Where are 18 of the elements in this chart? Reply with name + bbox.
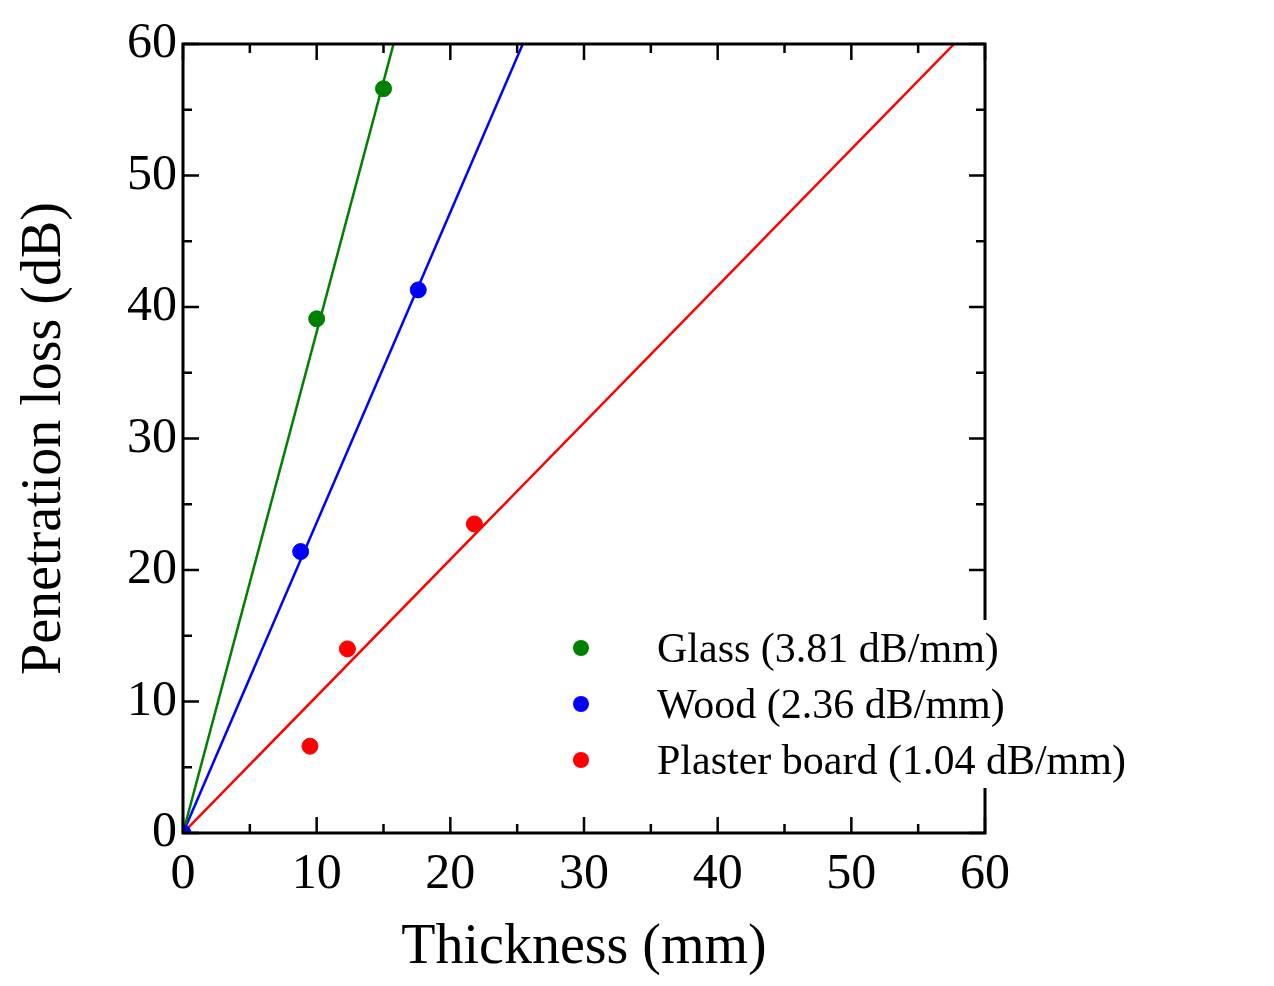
- x-tick-label: 60: [960, 843, 1010, 900]
- legend-label: Plaster board (1.04 dB/mm): [653, 732, 1130, 788]
- legend-label: Wood (2.36 dB/mm): [653, 676, 1009, 732]
- x-tick-label: 20: [425, 843, 476, 900]
- x-tick-label: 10: [291, 843, 342, 900]
- y-tick-label: 20: [127, 538, 177, 595]
- y-tick-label: 50: [127, 143, 177, 200]
- y-tick-label: 0: [152, 801, 177, 858]
- x-tick-label: 30: [559, 843, 609, 900]
- x-tick-label: 50: [826, 843, 877, 900]
- y-axis-title: Penetration loss (dB): [10, 202, 74, 675]
- y-tick-label: 30: [127, 406, 177, 463]
- x-axis-title: Thickness (mm): [401, 913, 767, 977]
- y-tick-label: 60: [127, 12, 177, 69]
- y-tick-label: 10: [127, 669, 177, 726]
- legend-label: Glass (3.81 dB/mm): [653, 620, 1003, 676]
- x-tick-label: 40: [692, 843, 743, 900]
- y-tick-label: 40: [127, 275, 177, 332]
